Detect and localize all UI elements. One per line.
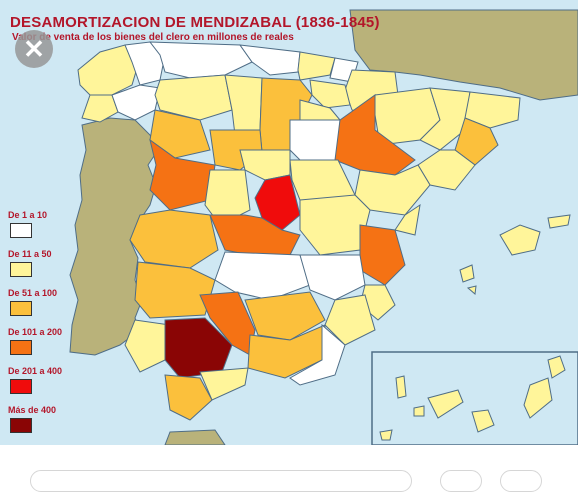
legend-swatch xyxy=(10,379,32,394)
france-region xyxy=(349,9,578,101)
province-cantabria xyxy=(238,44,301,76)
province-toledo xyxy=(209,214,301,256)
province-asturias xyxy=(148,41,253,79)
spain-map xyxy=(69,9,578,445)
morocco-region xyxy=(164,429,226,445)
province-badajoz xyxy=(134,261,216,319)
island-ibiza xyxy=(459,264,475,283)
legend-swatch xyxy=(10,340,32,355)
legend-label: De 51 a 100 xyxy=(8,288,58,298)
province-alava xyxy=(309,79,351,109)
province-girona xyxy=(464,91,521,129)
legend: De 1 a 10 De 11 a 50 De 51 a 100 De 101 … xyxy=(8,210,68,444)
island-gran-canaria xyxy=(471,409,495,433)
legend-item: De 1 a 10 xyxy=(8,210,68,249)
island-fuerteventura xyxy=(523,377,553,419)
legend-swatch xyxy=(10,262,32,277)
island-la-palma xyxy=(395,375,407,399)
province-huelva xyxy=(124,319,171,373)
province-albacete xyxy=(299,254,366,301)
legend-item: De 11 a 50 xyxy=(8,249,68,288)
province-segovia xyxy=(239,149,291,181)
province-castellon xyxy=(394,203,421,236)
map-title: DESAMORTIZACION DE MENDIZABAL (1836-1845… xyxy=(10,14,380,31)
province-vizcaya xyxy=(297,51,336,81)
close-button[interactable]: ✕ xyxy=(15,30,53,68)
province-salamanca xyxy=(149,138,216,211)
island-la-gomera xyxy=(413,405,425,417)
legend-label: Más de 400 xyxy=(8,405,57,415)
province-jaen xyxy=(244,291,326,341)
close-icon: ✕ xyxy=(23,34,45,64)
province-almeria xyxy=(289,323,346,386)
legend-label: De 1 a 10 xyxy=(8,210,48,220)
legend-swatch xyxy=(10,418,32,433)
bottom-pill-left[interactable] xyxy=(30,470,412,492)
province-barcelona xyxy=(454,117,499,166)
legend-label: De 201 a 400 xyxy=(8,366,63,376)
province-zamora xyxy=(149,109,211,159)
province-lugo xyxy=(77,44,141,96)
island-menorca xyxy=(547,214,571,229)
bottom-pill-middle[interactable] xyxy=(440,470,482,492)
island-tenerife xyxy=(427,389,464,419)
legend-item: De 101 a 200 xyxy=(8,327,68,366)
province-pontevedra xyxy=(81,94,119,123)
legend-item: De 51 a 100 xyxy=(8,288,68,327)
island-mallorca xyxy=(499,224,541,256)
province-murcia xyxy=(324,294,376,346)
island-el-hierro xyxy=(379,429,393,441)
province-cadiz xyxy=(164,374,213,421)
legend-item: Más de 400 xyxy=(8,405,68,444)
island-lanzarote xyxy=(547,355,566,379)
province-soria xyxy=(289,119,341,166)
legend-label: De 101 a 200 xyxy=(8,327,63,337)
legend-swatch xyxy=(10,301,32,316)
province-palencia xyxy=(224,74,263,136)
province-valencia xyxy=(359,224,406,286)
province-malaga xyxy=(199,367,249,401)
bottom-pill-right[interactable] xyxy=(500,470,542,492)
legend-swatch xyxy=(10,223,32,238)
legend-item: De 201 a 400 xyxy=(8,366,68,405)
province-caceres xyxy=(129,209,219,269)
map-subtitle: Valor de venta de los bienes del clero e… xyxy=(12,32,294,43)
map-frame: DESAMORTIZACION DE MENDIZABAL (1836-1845… xyxy=(0,0,578,445)
island-formentera xyxy=(466,285,477,295)
legend-label: De 11 a 50 xyxy=(8,249,52,259)
